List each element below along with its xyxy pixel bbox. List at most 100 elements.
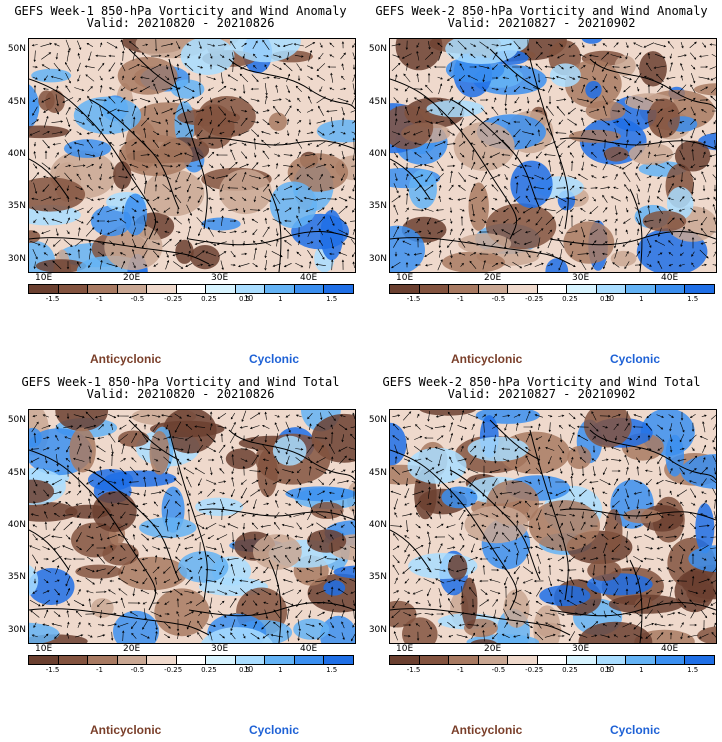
vorticity-shade xyxy=(269,181,317,229)
colorbar-tick-label: 1 xyxy=(278,295,283,303)
colorbar-swatch xyxy=(29,285,59,293)
colorbar-swatch xyxy=(508,656,538,664)
vorticity-shade xyxy=(333,565,355,579)
latitude-label: 40N xyxy=(7,149,26,159)
vorticity-shade xyxy=(29,230,41,243)
vorticity-shade xyxy=(604,509,623,554)
legend-cyclonic: Cyclonic xyxy=(610,352,661,366)
vorticity-shade xyxy=(390,105,434,150)
vorticity-shade xyxy=(395,39,443,71)
legend-anticyclonic: Anticyclonic xyxy=(451,723,523,737)
colorbar-swatch xyxy=(449,656,479,664)
legend-anticyclonic: Anticyclonic xyxy=(90,723,162,737)
vorticity-shade xyxy=(178,551,229,583)
vorticity-shade xyxy=(69,427,96,473)
vorticity-shade xyxy=(688,545,716,572)
colorbar-tick-label: -1 xyxy=(456,666,464,674)
vorticity-shade xyxy=(229,39,301,63)
colorbar-tick-label: -1.5 xyxy=(45,295,60,303)
vorticity-shade xyxy=(45,89,65,113)
colorbar xyxy=(389,655,715,665)
colorbar-swatch xyxy=(537,285,568,293)
panel-title: GEFS Week-1 850-hPa Vorticity and Wind A… xyxy=(14,4,347,18)
longitude-label: 40E xyxy=(300,644,318,654)
longitude-label: 40E xyxy=(661,273,679,283)
latitude-label: 50N xyxy=(368,415,387,425)
latitude-label: 30N xyxy=(368,254,387,264)
panel-week1-total: GEFS Week-1 850-hPa Vorticity and Wind T… xyxy=(0,371,361,742)
legend-anticyclonic: Anticyclonic xyxy=(90,352,162,366)
colorbar-swatch xyxy=(147,656,177,664)
vorticity-shade xyxy=(581,39,603,44)
colorbar-swatch xyxy=(567,656,597,664)
colorbar-swatch xyxy=(29,656,59,664)
latitude-label: 35N xyxy=(368,572,387,582)
vorticity-shade xyxy=(666,186,694,220)
vorticity-shade xyxy=(75,564,122,579)
colorbar-tick-label: 1.5 xyxy=(326,295,338,303)
vorticity-shade xyxy=(149,431,170,475)
colorbar-tick-label: -1.5 xyxy=(406,666,421,674)
valid-date-range: Valid: 20210827 - 20210902 xyxy=(447,387,636,401)
longitude-label: 40E xyxy=(300,273,318,283)
vorticity-shade xyxy=(29,568,75,605)
colorbar-swatch xyxy=(626,656,656,664)
vorticity-shade xyxy=(642,210,687,232)
colorbar-tick-label: -0.5 xyxy=(491,295,506,303)
colorbar-swatch xyxy=(596,656,627,664)
colorbar-swatch xyxy=(655,656,686,664)
vorticity-shade xyxy=(419,410,477,416)
valid-date-range: Valid: 20210820 - 20210826 xyxy=(86,16,275,30)
longitude-label: 30E xyxy=(572,644,590,654)
latitude-label: 35N xyxy=(7,201,26,211)
latitude-label: 40N xyxy=(368,149,387,159)
colorbar-tick-label: 1.5 xyxy=(687,295,699,303)
coastlines xyxy=(29,419,355,643)
vorticity-shade xyxy=(154,588,210,637)
vorticity-shade xyxy=(453,122,515,171)
colorbar-tick-label: 0.25 xyxy=(201,295,217,303)
wind-vectors xyxy=(29,39,355,271)
vorticity-shade xyxy=(117,56,178,95)
colorbar-swatch xyxy=(265,285,295,293)
panel-week2-total: GEFS Week-2 850-hPa Vorticity and Wind T… xyxy=(361,371,722,742)
latitude-label: 30N xyxy=(7,254,26,264)
longitude-label: 10E xyxy=(396,644,414,654)
colorbar-swatch xyxy=(206,285,236,293)
vorticity-shade xyxy=(694,83,716,96)
colorbar-tick-label: -0.25 xyxy=(164,295,183,303)
vorticity-shade xyxy=(287,153,349,192)
colorbar-tick-label: -0.25 xyxy=(525,295,544,303)
longitude-label: 30E xyxy=(572,273,590,283)
vorticity-shade xyxy=(175,239,194,264)
longitude-label: 10E xyxy=(35,273,53,283)
vorticity-shade xyxy=(307,529,347,553)
valid-date-range: Valid: 20210827 - 20210902 xyxy=(447,16,636,30)
vorticity-wind-map xyxy=(28,38,356,273)
colorbar-unit-label: 10 xyxy=(244,294,253,303)
coastlines xyxy=(390,419,716,643)
colorbar-tick-label: 0.5 xyxy=(600,666,612,674)
colorbar-tick-label: 1 xyxy=(639,666,644,674)
wind-vectors xyxy=(390,410,716,642)
vorticity-shade xyxy=(201,217,241,231)
vorticity-wind-map xyxy=(389,409,717,644)
colorbar-tick-label: -0.25 xyxy=(164,666,183,674)
vorticity-shade xyxy=(310,502,344,519)
vorticity-shade xyxy=(91,598,114,618)
vorticity-shade xyxy=(628,142,673,165)
vorticity-shade xyxy=(587,559,622,581)
vorticity-shade xyxy=(441,486,478,509)
colorbar-unit-label: 10 xyxy=(244,665,253,674)
vorticity-shade xyxy=(29,564,39,596)
vorticity-shade xyxy=(578,621,653,643)
vorticity-shade xyxy=(674,570,715,613)
latitude-label: 30N xyxy=(368,625,387,635)
vorticity-shade xyxy=(92,491,137,533)
colorbar-tick-label: -0.25 xyxy=(525,666,544,674)
colorbar-tick-label: -1 xyxy=(95,666,103,674)
panel-title: GEFS Week-1 850-hPa Vorticity and Wind T… xyxy=(21,375,340,389)
latitude-label: 45N xyxy=(7,97,26,107)
colorbar-swatch xyxy=(596,285,627,293)
colorbar-swatch xyxy=(419,656,450,664)
